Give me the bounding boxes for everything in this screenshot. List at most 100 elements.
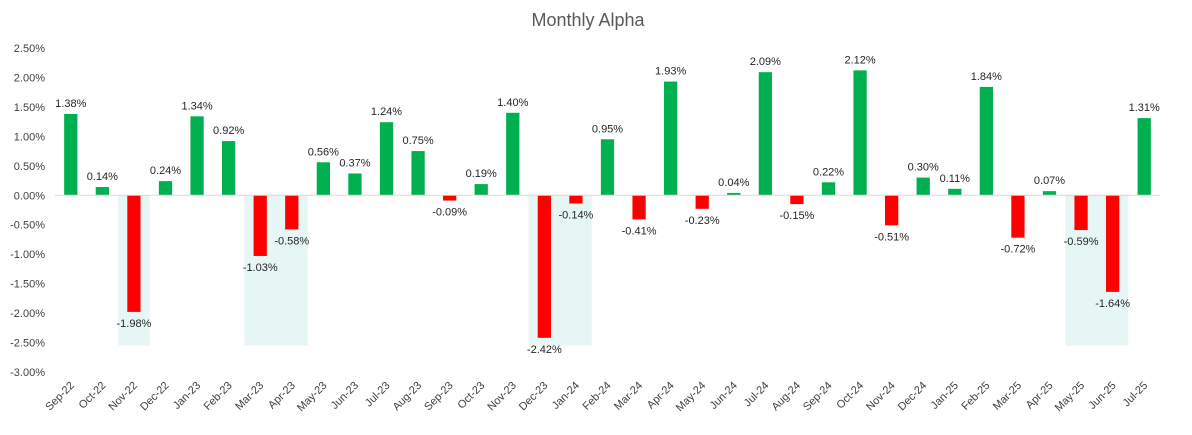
x-tick-label: Sep-23 [422, 380, 456, 414]
data-label-Jul-24: 2.09% [750, 56, 781, 68]
bar-Dec-22 [158, 181, 173, 196]
x-tick-label: Jul-25 [1121, 380, 1151, 410]
data-label-Jun-25: -1.64% [1095, 298, 1130, 310]
y-tick-label: 2.00% [14, 72, 45, 84]
data-label-May-25: -0.59% [1064, 236, 1099, 248]
data-label-Dec-23: -2.42% [527, 344, 562, 356]
bar-Dec-24 [916, 177, 930, 196]
data-label-Apr-24: 1.93% [655, 66, 686, 78]
data-labels: 1.38% 0.14% -1.98% 0.24% 1.34% 0.92% -1.03% -0.… [55, 54, 1160, 355]
x-tick-label: Nov-24 [864, 380, 898, 414]
y-axis: 2.50% 2.00% 1.50% 1.00% 0.50% 0.00% -0.50% -1.0… [10, 43, 45, 379]
bar-Apr-24 [664, 81, 678, 196]
bar-Apr-25 [1042, 191, 1057, 196]
bar-Jun-24 [727, 192, 741, 196]
data-label-Jun-23: 0.37% [339, 157, 370, 169]
bar-Sep-22 [64, 113, 78, 196]
x-tick-label: Jan-23 [171, 380, 203, 412]
data-label-Mar-24: -0.41% [622, 225, 657, 237]
y-tick-label: -3.00% [10, 367, 45, 379]
x-tick-label: Sep-24 [801, 380, 835, 414]
x-tick-label: Jan-24 [550, 380, 582, 412]
y-tick-label: 0.00% [14, 190, 45, 202]
x-tick-label: Feb-23 [202, 380, 235, 413]
bar-Mar-25 [1011, 195, 1025, 238]
bar-Oct-22 [95, 187, 109, 196]
data-label-May-24: -0.23% [685, 215, 720, 227]
x-tick-label: May-24 [674, 380, 708, 414]
bar-Feb-24 [600, 139, 615, 196]
chart-title: Monthly Alpha [531, 10, 645, 30]
data-label-Nov-22: -1.98% [116, 318, 151, 330]
y-tick-label: -2.00% [10, 308, 45, 320]
x-tick-label: Jul-24 [742, 380, 772, 410]
bar-Jun-23 [348, 173, 362, 196]
data-label-Nov-23: 1.40% [497, 97, 528, 109]
x-tick-label: Feb-25 [959, 380, 992, 413]
x-tick-label: Jul-23 [363, 380, 393, 410]
data-label-Oct-23: 0.19% [466, 168, 497, 180]
data-label-Sep-22: 1.38% [55, 98, 86, 110]
data-label-Feb-23: 0.92% [213, 125, 244, 137]
bar-Feb-25 [979, 86, 993, 196]
bar-series [64, 70, 1151, 338]
data-label-Aug-23: 0.75% [402, 135, 433, 147]
bar-May-23 [316, 162, 330, 196]
x-tick-label: May-23 [295, 380, 329, 414]
data-label-Apr-25: 0.07% [1034, 175, 1065, 187]
y-tick-label: 0.50% [14, 161, 45, 173]
bar-Jan-24 [569, 195, 583, 204]
x-tick-label: Dec-24 [896, 380, 930, 414]
bar-May-24 [695, 195, 709, 209]
bar-Mar-24 [632, 195, 646, 220]
data-label-Feb-25: 1.84% [971, 71, 1002, 83]
y-tick-label: -2.50% [10, 338, 45, 350]
data-label-May-23: 0.56% [308, 146, 339, 158]
x-tick-label: Mar-25 [991, 380, 1024, 413]
x-tick-label: Aug-23 [391, 380, 425, 414]
data-label-Sep-23: -0.09% [432, 207, 467, 219]
bar-Jul-24 [758, 72, 772, 196]
x-tick-label: Jun-25 [1086, 380, 1118, 412]
x-tick-label: Dec-22 [138, 380, 172, 414]
x-tick-label: Oct-24 [834, 380, 866, 412]
y-tick-label: -1.50% [10, 279, 45, 291]
bar-May-25 [1074, 195, 1088, 231]
bar-Sep-23 [443, 195, 457, 201]
x-tick-label: May-25 [1053, 380, 1087, 414]
x-tick-label: Apr-24 [645, 380, 677, 412]
data-label-Jan-25: 0.11% [940, 173, 971, 185]
data-label-Jan-23: 1.34% [181, 100, 212, 112]
bar-Nov-23 [506, 112, 520, 196]
x-tick-label: Jan-25 [929, 380, 961, 412]
bar-Oct-23 [474, 184, 488, 196]
data-label-Sep-24: 0.22% [813, 166, 844, 178]
bar-Oct-24 [853, 70, 867, 196]
bar-Jul-25 [1137, 118, 1151, 196]
x-tick-label: Apr-25 [1024, 380, 1056, 412]
data-label-Mar-25: -0.72% [1000, 244, 1035, 256]
data-label-Oct-24: 2.12% [844, 54, 875, 66]
bar-Aug-24 [790, 195, 804, 205]
bar-Apr-23 [285, 195, 299, 230]
x-tick-label: Jun-23 [329, 380, 361, 412]
bar-Jun-25 [1106, 195, 1120, 292]
bar-Aug-23 [411, 151, 425, 196]
bar-Sep-24 [821, 182, 836, 196]
x-tick-label: Mar-23 [233, 380, 266, 413]
data-label-Mar-23: -1.03% [243, 262, 278, 274]
x-tick-label: Sep-22 [43, 380, 77, 414]
data-label-Jun-24: 0.04% [718, 177, 749, 189]
y-tick-label: 1.50% [14, 102, 45, 114]
data-label-Jul-23: 1.24% [371, 106, 402, 118]
bar-Dec-23 [537, 195, 551, 338]
data-label-Feb-24: 0.95% [592, 123, 623, 135]
data-label-Oct-22: 0.14% [87, 171, 118, 183]
x-tick-label: Jun-24 [708, 380, 740, 412]
bar-Jan-23 [190, 116, 204, 196]
x-tick-label: Nov-22 [106, 380, 140, 414]
x-tick-label: Oct-22 [77, 380, 109, 412]
x-tick-label: Nov-23 [485, 380, 519, 414]
